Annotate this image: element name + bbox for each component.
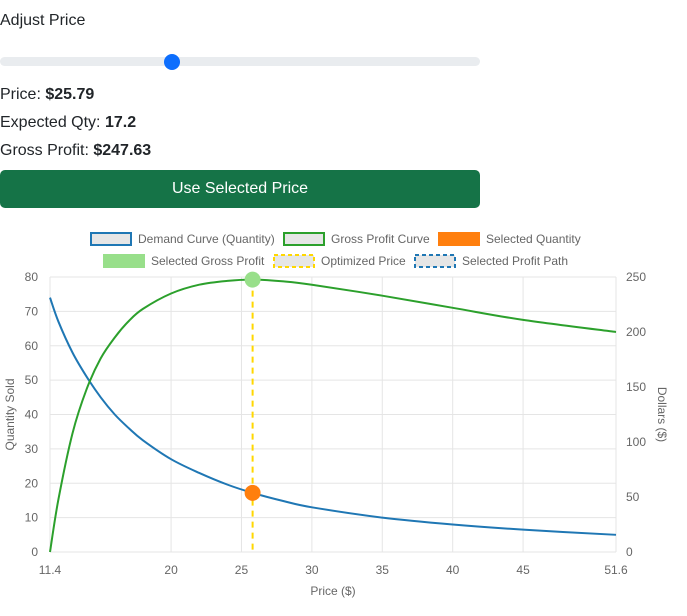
x-tick-label: 30 [305, 563, 319, 577]
price-value: $25.79 [45, 86, 95, 103]
x-tick-label: 35 [376, 563, 390, 577]
y-left-tick-label: 60 [25, 339, 39, 353]
slider-thumb[interactable] [163, 54, 180, 70]
y-right-tick-label: 250 [626, 270, 646, 284]
x-tick-label: 11.4 [39, 563, 62, 577]
y-right-tick-label: 50 [626, 490, 640, 504]
legend-swatch [103, 254, 145, 268]
gross-profit-curve-line [49, 278, 617, 553]
y-right-tick-label: 100 [626, 435, 646, 449]
legend-swatch [414, 254, 456, 268]
x-tick-label: 20 [164, 563, 178, 577]
legend-label: Gross Profit Curve [331, 232, 430, 246]
legend-label: Demand Curve (Quantity) [138, 232, 275, 246]
price-chart: 0 10 20 30 40 50 60 70 80 11.4 20 25 30 35 40 45 51.6 0 50… [3, 232, 669, 598]
y-left-tick-label: 40 [25, 408, 39, 422]
profit-stat: Gross Profit: $247.63 [0, 142, 151, 160]
x-tick-label: 45 [516, 563, 530, 577]
profit-label: Gross Profit: [0, 142, 89, 159]
legend-label: Selected Quantity [486, 232, 581, 246]
y-left-tick-label: 0 [31, 545, 38, 559]
y-right-tick-label: 0 [626, 545, 633, 559]
quantity-stat: Expected Qty: 17.2 [0, 114, 136, 132]
legend-label: Optimized Price [321, 254, 406, 268]
y-right-tick-label: 150 [626, 380, 646, 394]
x-axis-title: Price ($) [310, 584, 355, 598]
slider-track[interactable] [0, 57, 480, 66]
quantity-value: 17.2 [104, 114, 137, 131]
y-left-tick-label: 80 [25, 270, 39, 284]
page-title: Adjust Price [0, 12, 86, 29]
legend-label: Selected Profit Path [462, 254, 568, 268]
legend-swatch [90, 232, 132, 246]
price-label: Price: [0, 86, 41, 103]
legend-swatch [283, 232, 325, 246]
x-tick-label: 51.6 [604, 563, 628, 577]
use-selected-price-button[interactable]: Use Selected Price [0, 170, 480, 208]
x-tick-label: 25 [235, 563, 249, 577]
price-stat: Price: $25.79 [0, 86, 94, 104]
y-left-tick-label: 70 [25, 304, 39, 318]
x-tick-label: 40 [446, 563, 460, 577]
y-left-axis-title: Quantity Sold [3, 378, 17, 450]
legend-label: Selected Gross Profit [151, 254, 265, 268]
y-right-tick-label: 200 [626, 325, 646, 339]
y-left-tick-label: 30 [25, 442, 39, 456]
profit-value: $247.63 [93, 142, 152, 159]
y-left-tick-label: 20 [25, 476, 39, 490]
price-slider[interactable] [0, 54, 480, 70]
y-left-tick-label: 50 [25, 373, 39, 387]
selected-gross-profit-point [244, 271, 261, 288]
y-left-tick-label: 10 [25, 511, 39, 525]
legend-swatch [438, 232, 480, 246]
demand-curve-line [49, 297, 617, 536]
quantity-label: Expected Qty: [0, 114, 101, 131]
selected-quantity-point [244, 484, 261, 501]
legend-swatch [273, 254, 315, 268]
y-right-axis-title: Dollars ($) [655, 387, 669, 442]
